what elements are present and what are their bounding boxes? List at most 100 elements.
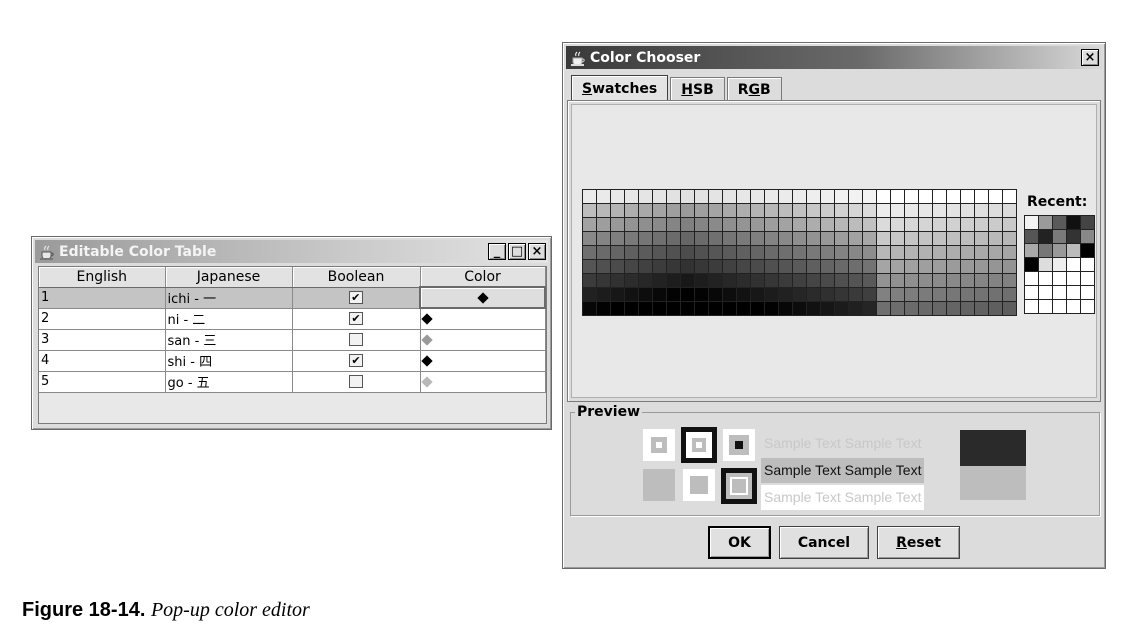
swatch-cell[interactable] — [765, 190, 778, 203]
swatch-cell[interactable] — [639, 302, 652, 315]
swatch-cell[interactable] — [1003, 260, 1016, 273]
swatch-cell[interactable] — [695, 274, 708, 287]
swatch-cell[interactable] — [709, 302, 722, 315]
swatch-cell[interactable] — [807, 218, 820, 231]
swatch-cell[interactable] — [709, 246, 722, 259]
swatch-cell[interactable] — [835, 232, 848, 245]
recent-swatch-cell[interactable] — [1039, 272, 1052, 285]
swatch-cell[interactable] — [891, 204, 904, 217]
swatch-cell[interactable] — [765, 204, 778, 217]
table-row[interactable]: 3 san - 三 — [39, 329, 546, 351]
swatch-cell[interactable] — [611, 288, 624, 301]
swatch-cell[interactable] — [681, 232, 694, 245]
swatch-cell[interactable] — [611, 302, 624, 315]
swatch-cell[interactable] — [919, 260, 932, 273]
swatch-cell[interactable] — [779, 218, 792, 231]
swatch-cell[interactable] — [611, 190, 624, 203]
swatch-cell[interactable] — [933, 260, 946, 273]
swatch-cell[interactable] — [625, 302, 638, 315]
swatch-cell[interactable] — [779, 232, 792, 245]
swatch-cell[interactable] — [779, 246, 792, 259]
swatch-cell[interactable] — [905, 204, 918, 217]
swatch-cell[interactable] — [751, 232, 764, 245]
swatch-cell[interactable] — [849, 288, 862, 301]
swatch-cell[interactable] — [1003, 204, 1016, 217]
swatch-cell[interactable] — [737, 190, 750, 203]
swatch-cell[interactable] — [751, 204, 764, 217]
swatch-cell[interactable] — [793, 204, 806, 217]
swatch-cell[interactable] — [849, 232, 862, 245]
swatch-cell[interactable] — [793, 302, 806, 315]
swatch-cell[interactable] — [709, 274, 722, 287]
swatch-cell[interactable] — [989, 288, 1002, 301]
swatch-cell[interactable] — [877, 288, 890, 301]
swatch-cell[interactable] — [863, 204, 876, 217]
swatch-cell[interactable] — [751, 288, 764, 301]
swatch-cell[interactable] — [653, 246, 666, 259]
recent-swatch-grid[interactable] — [1024, 215, 1095, 314]
swatch-cell[interactable] — [639, 288, 652, 301]
swatch-cell[interactable] — [835, 218, 848, 231]
swatch-cell[interactable] — [653, 302, 666, 315]
swatch-cell[interactable] — [765, 246, 778, 259]
recent-swatch-cell[interactable] — [1081, 258, 1094, 271]
swatch-cell[interactable] — [961, 232, 974, 245]
swatch-cell[interactable] — [919, 288, 932, 301]
swatch-cell[interactable] — [947, 190, 960, 203]
swatch-cell[interactable] — [1003, 232, 1016, 245]
swatch-cell[interactable] — [667, 274, 680, 287]
swatch-cell[interactable] — [961, 274, 974, 287]
recent-swatch-cell[interactable] — [1081, 300, 1094, 313]
boolean-checkbox[interactable]: ✔ — [348, 291, 363, 304]
column-header-boolean[interactable]: Boolean — [292, 267, 421, 288]
cancel-button[interactable]: Cancel — [778, 526, 870, 559]
swatch-cell[interactable] — [737, 204, 750, 217]
swatch-cell[interactable] — [989, 260, 1002, 273]
swatch-cell[interactable] — [807, 204, 820, 217]
cell-japanese[interactable]: go - 五 — [165, 371, 293, 393]
boolean-checkbox[interactable]: ✔ — [349, 312, 363, 325]
swatch-cell[interactable] — [737, 246, 750, 259]
swatch-cell[interactable] — [681, 302, 694, 315]
column-header-japanese[interactable]: Japanese — [165, 267, 293, 288]
swatch-cell[interactable] — [807, 288, 820, 301]
recent-swatch-cell[interactable] — [1081, 272, 1094, 285]
recent-swatch-cell[interactable] — [1067, 272, 1080, 285]
recent-swatch-cell[interactable] — [1025, 272, 1038, 285]
chooser-titlebar[interactable]: Color Chooser × — [566, 46, 1102, 69]
swatch-cell[interactable] — [975, 302, 988, 315]
swatch-cell[interactable] — [709, 204, 722, 217]
swatch-cell[interactable] — [751, 302, 764, 315]
swatch-cell[interactable] — [793, 260, 806, 273]
swatch-cell[interactable] — [639, 260, 652, 273]
swatch-cell[interactable] — [793, 246, 806, 259]
swatch-cell[interactable] — [933, 204, 946, 217]
swatch-cell[interactable] — [597, 288, 610, 301]
swatch-cell[interactable] — [597, 260, 610, 273]
recent-swatch-cell[interactable] — [1067, 286, 1080, 299]
swatch-cell[interactable] — [975, 288, 988, 301]
cell-english[interactable]: 3 — [39, 329, 166, 351]
swatch-cell[interactable] — [625, 260, 638, 273]
swatch-cell[interactable] — [821, 288, 834, 301]
swatch-cell[interactable] — [611, 232, 624, 245]
swatch-cell[interactable] — [639, 232, 652, 245]
chooser-close-button[interactable]: × — [1081, 49, 1099, 66]
swatch-cell[interactable] — [821, 232, 834, 245]
swatch-cell[interactable] — [583, 204, 596, 217]
cell-english[interactable]: 5 — [39, 371, 166, 393]
swatch-cell[interactable] — [821, 204, 834, 217]
table-row[interactable]: 5 go - 五 — [39, 371, 546, 393]
swatch-cell[interactable] — [667, 288, 680, 301]
swatch-cell[interactable] — [765, 274, 778, 287]
tab-hsb[interactable]: H SB — [670, 77, 725, 101]
swatch-cell[interactable] — [947, 260, 960, 273]
recent-swatch-cell[interactable] — [1067, 258, 1080, 271]
swatch-cell[interactable] — [877, 246, 890, 259]
swatch-cell[interactable] — [863, 260, 876, 273]
swatch-cell[interactable] — [737, 302, 750, 315]
swatch-cell[interactable] — [709, 260, 722, 273]
swatch-cell[interactable] — [723, 288, 736, 301]
